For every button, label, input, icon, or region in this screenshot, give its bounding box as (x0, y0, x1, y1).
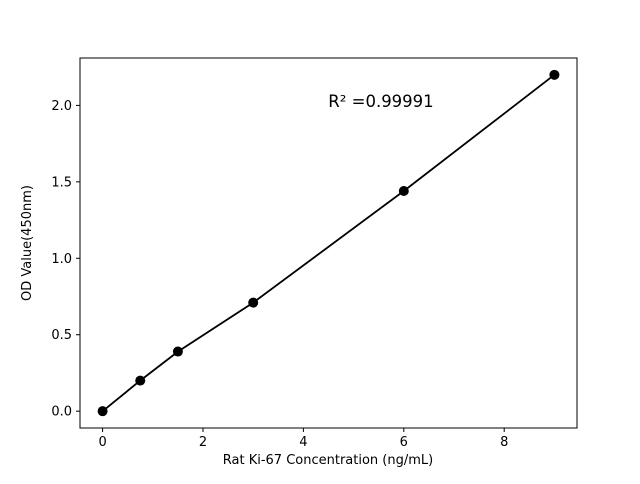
y-tick-label: 0.5 (51, 328, 72, 343)
y-tick-label: 1.0 (51, 252, 72, 267)
r-squared-annotation: R² =0.99991 (328, 92, 433, 111)
data-point (398, 186, 409, 197)
y-axis-label: OD Value(450nm) (20, 185, 35, 301)
x-tick-label: 2 (199, 435, 207, 450)
plot-area-border (79, 57, 578, 429)
data-point (135, 375, 146, 386)
x-tick-label: 0 (98, 435, 106, 450)
y-tick-label: 2.0 (51, 99, 72, 114)
x-axis-label: Rat Ki-67 Concentration (ng/mL) (223, 453, 433, 468)
data-point (97, 406, 108, 417)
data-series (97, 69, 560, 417)
fit-line (102, 74, 555, 412)
x-axis: 0 2 4 6 8 (98, 428, 508, 450)
y-tick-label: 1.5 (51, 175, 72, 190)
data-point (172, 346, 183, 357)
data-point (549, 69, 560, 80)
x-tick-label: 8 (500, 435, 508, 450)
data-point (248, 297, 259, 308)
y-tick-label: 0.0 (51, 405, 72, 420)
y-axis: 0.0 0.5 1.0 1.5 2.0 (51, 99, 80, 420)
x-tick-label: 6 (400, 435, 408, 450)
x-tick-label: 4 (299, 435, 307, 450)
